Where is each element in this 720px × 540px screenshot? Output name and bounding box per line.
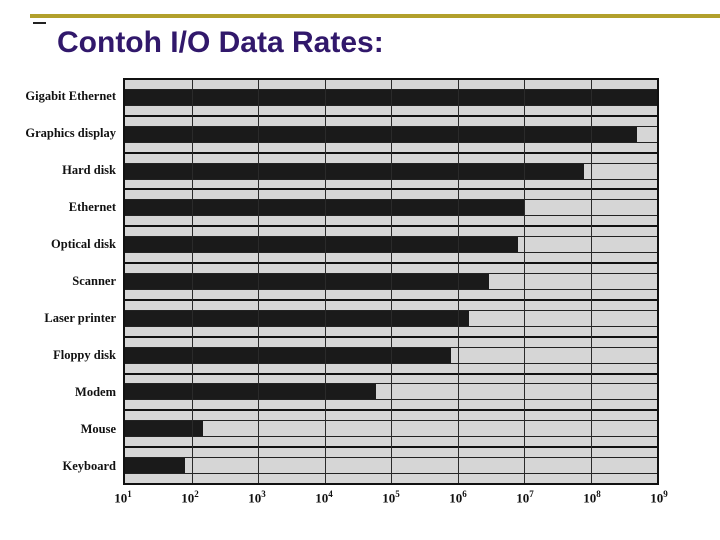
data-bar	[125, 273, 490, 289]
decade-gridline	[590, 80, 592, 483]
data-bar	[125, 347, 452, 363]
data-bar	[125, 237, 518, 253]
decade-gridline	[457, 80, 459, 483]
category-label: Floppy disk	[53, 348, 116, 362]
category-label: Keyboard	[62, 459, 116, 473]
category-label: Optical disk	[51, 237, 116, 251]
x-axis: 101 102 103 104 105 106 107 108 109	[0, 489, 720, 511]
data-bar	[125, 126, 637, 142]
category-label: Scanner	[72, 274, 116, 288]
x-axis-tick: 103	[248, 489, 266, 506]
top-accent-rule	[30, 14, 720, 18]
category-label: Mouse	[80, 422, 116, 436]
data-bar	[125, 458, 186, 474]
corner-dash	[33, 22, 46, 24]
x-axis-tick: 109	[650, 489, 668, 506]
x-axis-tick: 101	[114, 489, 132, 506]
decade-gridline	[324, 80, 326, 483]
x-axis-tick: 106	[449, 489, 467, 506]
x-axis-tick: 105	[382, 489, 400, 506]
decade-gridline	[391, 80, 392, 483]
category-label: Modem	[75, 385, 116, 399]
category-label: Ethernet	[68, 200, 116, 214]
x-axis-tick: 108	[583, 489, 601, 506]
category-labels-column: Gigabit Ethernet Graphics display Hard dis…	[0, 78, 119, 485]
x-axis-tick: 104	[315, 489, 333, 506]
decade-gridline	[258, 80, 259, 483]
decade-gridline	[524, 80, 525, 483]
data-bar	[125, 421, 204, 437]
slide-title: Contoh I/O Data Rates:	[57, 26, 384, 59]
category-label: Graphics display	[25, 126, 116, 140]
data-bar	[125, 310, 470, 326]
x-axis-tick: 107	[516, 489, 534, 506]
category-label: Laser printer	[44, 311, 116, 325]
category-label: Hard disk	[62, 163, 116, 177]
x-axis-tick: 102	[181, 489, 199, 506]
data-bar	[125, 384, 377, 400]
plot-area	[123, 78, 659, 485]
data-bar	[125, 163, 585, 179]
category-label: Gigabit Ethernet	[25, 89, 116, 103]
decade-gridline	[191, 80, 193, 483]
